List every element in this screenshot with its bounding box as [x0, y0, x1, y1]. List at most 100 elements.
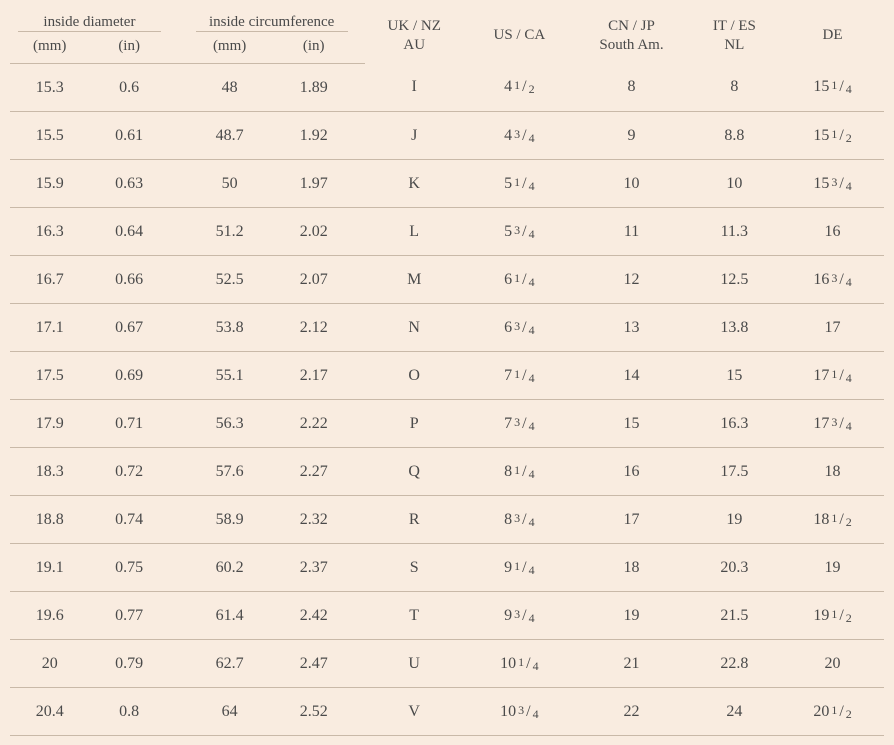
- fraction-slash: /: [839, 703, 843, 721]
- fraction-denominator: 2: [846, 131, 852, 146]
- cell-uk: M: [365, 256, 463, 304]
- fraction-denominator: 4: [533, 707, 539, 722]
- fraction-numerator: 3: [831, 415, 837, 430]
- cell-de: 19: [781, 544, 884, 592]
- fraction-numerator: 1: [514, 175, 520, 190]
- fraction-slash: /: [522, 271, 526, 289]
- col-header-cn-l1: CN / JP: [608, 18, 655, 34]
- fraction-denominator: 2: [529, 82, 535, 97]
- col-gap: [356, 36, 365, 64]
- fraction-slash: /: [526, 655, 530, 673]
- fraction-whole: 15: [813, 175, 829, 193]
- fraction-value: 173/4: [813, 415, 851, 433]
- cell-circ-mm: 50: [188, 160, 272, 208]
- cell-de: 151/2: [781, 112, 884, 160]
- fraction-denominator: 4: [529, 467, 535, 482]
- col-header-dia-in: (in): [89, 36, 168, 64]
- cell-gap: [356, 304, 365, 352]
- col-gap: [356, 8, 365, 36]
- fraction-slash: /: [522, 463, 526, 481]
- cell-it: 15: [688, 352, 781, 400]
- cell-gap: [169, 208, 188, 256]
- col-header-circ-in: (in): [272, 36, 356, 64]
- fraction-denominator: 4: [529, 371, 535, 386]
- fraction-numerator: 1: [831, 511, 837, 526]
- fraction-slash: /: [522, 511, 526, 529]
- cell-de: 151/4: [781, 64, 884, 112]
- fraction-numerator: 1: [514, 78, 520, 93]
- fraction-slash: /: [522, 175, 526, 193]
- cell-dia-mm: 18.8: [10, 496, 89, 544]
- cell-dia-in: 0.66: [89, 256, 168, 304]
- cell-uk: S: [365, 544, 463, 592]
- cell-gap: [356, 496, 365, 544]
- fraction-numerator: 3: [518, 703, 524, 718]
- cell-it: 24: [688, 688, 781, 736]
- cell-dia-mm: 19.1: [10, 544, 89, 592]
- cell-dia-in: 0.8: [89, 688, 168, 736]
- fraction-whole: 17: [813, 415, 829, 433]
- ring-size-table-container: inside diameter inside circumference UK …: [0, 0, 894, 736]
- fraction-slash: /: [522, 415, 526, 433]
- cell-dia-in: 0.77: [89, 592, 168, 640]
- cell-gap: [169, 400, 188, 448]
- fraction-whole: 7: [504, 367, 512, 385]
- table-row: 15.30.6481.89I41/288151/4: [10, 64, 884, 112]
- cell-uk: V: [365, 688, 463, 736]
- fraction-value: 41/2: [504, 78, 534, 96]
- cell-gap: [169, 160, 188, 208]
- cell-us: 81/4: [463, 448, 575, 496]
- fraction-value: 91/4: [504, 559, 534, 577]
- fraction-denominator: 4: [846, 419, 852, 434]
- table-row: 17.10.6753.82.12N63/41313.817: [10, 304, 884, 352]
- cell-uk: O: [365, 352, 463, 400]
- cell-it: 10: [688, 160, 781, 208]
- cell-it: 20.3: [688, 544, 781, 592]
- col-gap: [169, 8, 188, 36]
- fraction-slash: /: [522, 607, 526, 625]
- col-header-circumference-group: inside circumference: [188, 8, 356, 36]
- cell-us: 51/4: [463, 160, 575, 208]
- fraction-denominator: 4: [846, 179, 852, 194]
- fraction-denominator: 4: [846, 371, 852, 386]
- fraction-numerator: 1: [514, 367, 520, 382]
- cell-circ-in: 2.32: [272, 496, 356, 544]
- cell-us: 43/4: [463, 112, 575, 160]
- cell-uk: T: [365, 592, 463, 640]
- cell-gap: [356, 640, 365, 688]
- cell-dia-mm: 17.9: [10, 400, 89, 448]
- fraction-value: 63/4: [504, 319, 534, 337]
- fraction-denominator: 4: [529, 515, 535, 530]
- fraction-numerator: 3: [514, 127, 520, 142]
- cell-us: 93/4: [463, 592, 575, 640]
- cell-uk: N: [365, 304, 463, 352]
- cell-uk: I: [365, 64, 463, 112]
- fraction-denominator: 2: [846, 707, 852, 722]
- fraction-slash: /: [839, 415, 843, 433]
- cell-de: 163/4: [781, 256, 884, 304]
- cell-us: 73/4: [463, 400, 575, 448]
- fraction-whole: 9: [504, 559, 512, 577]
- cell-us: 53/4: [463, 208, 575, 256]
- cell-uk: J: [365, 112, 463, 160]
- cell-de: 191/2: [781, 592, 884, 640]
- cell-circ-in: 2.52: [272, 688, 356, 736]
- divider: [18, 31, 161, 32]
- cell-dia-in: 0.74: [89, 496, 168, 544]
- fraction-slash: /: [839, 78, 843, 96]
- fraction-whole: 15: [813, 78, 829, 96]
- cell-dia-in: 0.61: [89, 112, 168, 160]
- cell-dia-mm: 17.5: [10, 352, 89, 400]
- col-header-circumference-label: inside circumference: [209, 14, 334, 30]
- cell-dia-mm: 17.1: [10, 304, 89, 352]
- cell-it: 8.8: [688, 112, 781, 160]
- fraction-denominator: 2: [846, 515, 852, 530]
- fraction-value: 71/4: [504, 367, 534, 385]
- table-body: 15.30.6481.89I41/288151/415.50.6148.71.9…: [10, 64, 884, 736]
- cell-dia-in: 0.79: [89, 640, 168, 688]
- cell-cn: 14: [575, 352, 687, 400]
- fraction-slash: /: [839, 175, 843, 193]
- cell-dia-mm: 16.7: [10, 256, 89, 304]
- col-header-circ-mm: (mm): [188, 36, 272, 64]
- fraction-whole: 5: [504, 175, 512, 193]
